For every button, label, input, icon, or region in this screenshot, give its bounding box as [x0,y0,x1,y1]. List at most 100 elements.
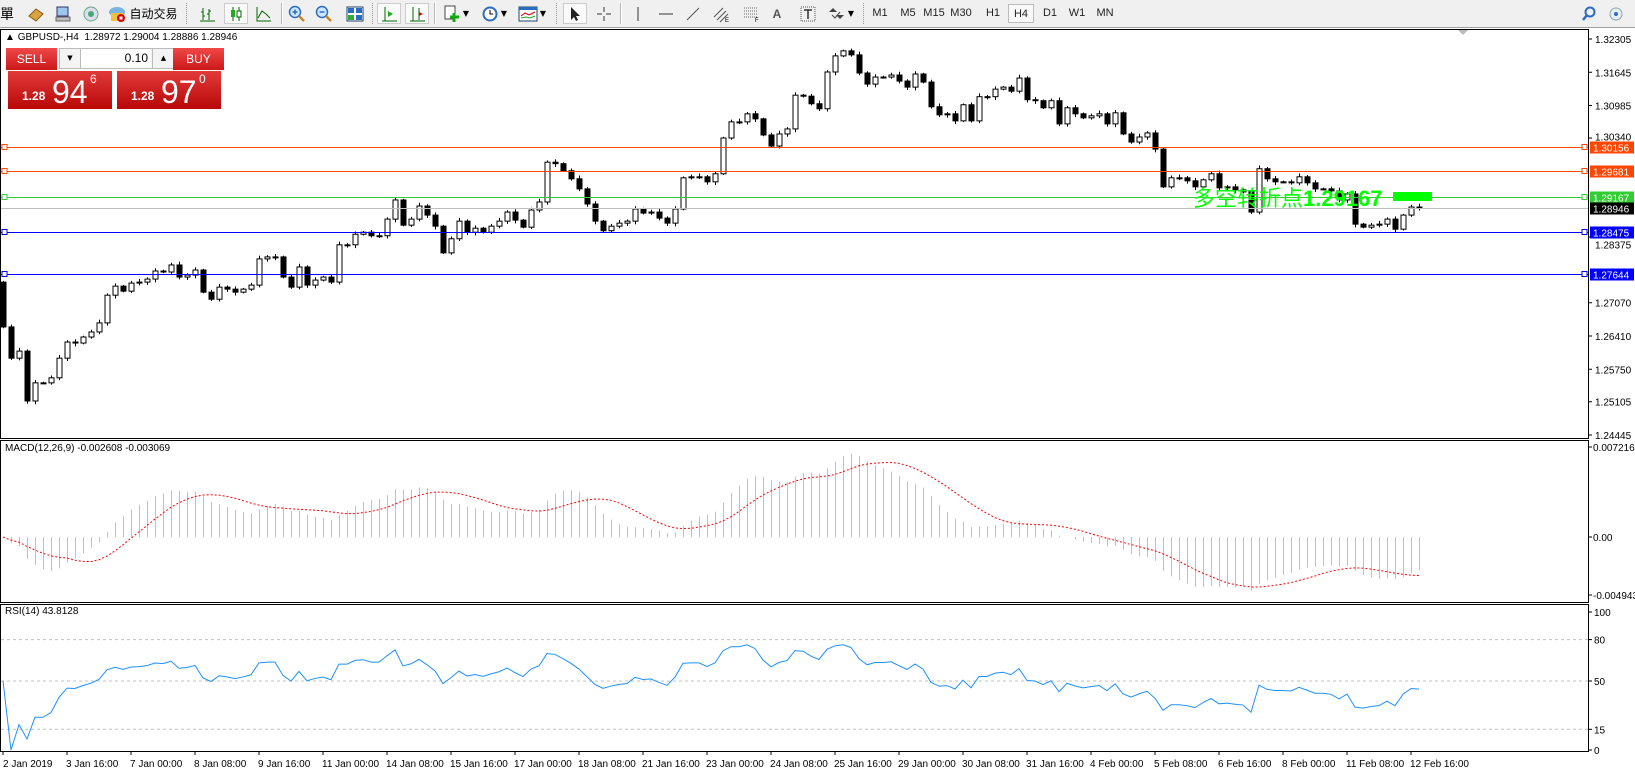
pivot-annotation[interactable]: 多空转折点1.29167 [1193,186,1383,212]
buy-button[interactable]: BUY [173,48,224,70]
candle-body-bull [1000,86,1007,90]
candle-body-bear [1032,99,1039,102]
lot-increase-button[interactable]: ▲ [152,49,174,68]
zoom-in-icon[interactable] [286,3,308,24]
bar-chart-icon[interactable] [196,3,218,24]
zoom-out-icon[interactable] [313,3,335,24]
candle [248,282,255,291]
timeframe-h1[interactable]: H1 [985,7,1001,19]
lot-size-stepper[interactable]: ▼ 0.10 ▲ [59,48,175,69]
candle [1000,85,1007,91]
candle-body-bull [1384,218,1391,225]
pivot-marker[interactable] [1393,192,1432,201]
candle [472,225,479,236]
text-label-tool-icon[interactable] [797,3,819,24]
text-tool-icon[interactable]: A [772,6,782,21]
fibonacci-tool-icon[interactable]: F [740,3,764,24]
rsi-title: RSI(14) [5,606,40,617]
line-anchor-handle[interactable] [1,194,8,200]
candle-body-bear [1080,113,1087,119]
timeframe-w1[interactable]: W1 [1068,7,1086,19]
candle [1176,174,1183,181]
candlestick-chart-icon[interactable] [224,3,248,24]
equidistant-channel-tool-icon[interactable]: E [710,3,734,24]
candle-body-bull [696,176,703,179]
line-anchor-handle[interactable] [1581,194,1588,200]
line-anchor-handle[interactable] [1581,229,1588,235]
navigator-icon[interactable] [80,3,102,24]
add-indicator-icon [444,5,459,22]
vertical-line-tool-icon[interactable] [628,3,648,24]
candle-body-bear [160,270,167,273]
candle [728,119,735,140]
line-anchor-handle[interactable] [1,271,8,277]
lot-decrease-button[interactable]: ▼ [60,49,81,68]
line-chart-icon[interactable] [252,3,274,24]
chart-shift-icon[interactable] [405,3,429,24]
market-watch-icon[interactable] [25,3,47,24]
search-icon[interactable] [1578,3,1600,24]
candle-body-bull [992,88,999,98]
candle [528,207,535,229]
candle [800,93,807,98]
sell-button[interactable]: SELL [6,48,57,70]
autotrading-button[interactable]: 自动交易 [108,3,178,24]
arrows-tool-dropdown[interactable]: ▼ [824,3,858,24]
candle-body-bull [1176,177,1183,180]
symbol-collapse-icon[interactable]: ▲ [5,32,18,43]
crosshair-tool-icon[interactable] [593,3,615,24]
line-anchor-handle[interactable] [1581,271,1588,277]
candle [512,209,519,224]
candle-body-bull [504,211,511,222]
line-anchor-handle[interactable] [1581,168,1588,174]
line-anchor-handle[interactable] [1,144,8,150]
line-anchor-handle[interactable] [1581,144,1588,150]
periods-dropdown[interactable]: ▼ [478,3,510,24]
sell-price-button[interactable]: 1.28 94 6 [8,71,112,109]
time-axis-label: 5 Feb 08:00 [1154,759,1208,770]
candle-body-bull [712,173,719,183]
candle-body-bear [1072,107,1079,115]
auto-scroll-icon[interactable] [377,3,401,24]
candle [1168,175,1175,189]
community-icon[interactable] [1605,3,1627,24]
candle-body-bear [328,276,335,283]
timeframe-mn[interactable]: MN [1096,7,1114,19]
timeframe-m5[interactable]: M5 [900,7,916,19]
lot-size-input[interactable]: 0.10 [81,49,151,68]
templates-dropdown[interactable]: ▼ [516,3,548,24]
trendline-tool-icon[interactable] [682,3,704,24]
candle [360,230,367,236]
line-anchor-handle[interactable] [1,229,8,235]
data-window-icon[interactable] [52,3,74,24]
cursor-tool-icon[interactable] [563,3,587,24]
candle [120,284,127,293]
buy-price-button[interactable]: 1.28 97 0 [117,71,221,109]
timeframe-h4[interactable]: H4 [1008,4,1034,23]
sell-price-pips: 94 [52,74,88,110]
timeframe-m1[interactable]: M1 [872,7,888,19]
candle [1304,175,1311,186]
candle [1360,222,1367,229]
candle-body-bear [24,350,31,402]
horizontal-line-tool-icon[interactable] [655,3,677,24]
timeframe-m15[interactable]: M15 [923,7,945,19]
time-axis-label: 8 Jan 08:00 [194,759,247,770]
candle [968,102,975,123]
chart-shift-marker-icon[interactable] [1458,30,1468,35]
candle [1192,178,1199,191]
timeframe-d1[interactable]: D1 [1042,7,1058,19]
line-anchor-handle[interactable] [1,168,8,174]
candle-body-bear [1128,133,1135,143]
tile-windows-icon[interactable] [344,3,366,24]
candle [856,51,863,76]
candle-body-bear [808,95,815,105]
candle-body-bear [1360,223,1367,228]
candle [776,130,783,149]
indicators-dropdown[interactable]: ▼ [440,3,472,24]
candle [792,92,799,133]
candle [1216,170,1223,191]
candle [1336,187,1343,203]
timeframe-m30[interactable]: M30 [950,7,972,19]
